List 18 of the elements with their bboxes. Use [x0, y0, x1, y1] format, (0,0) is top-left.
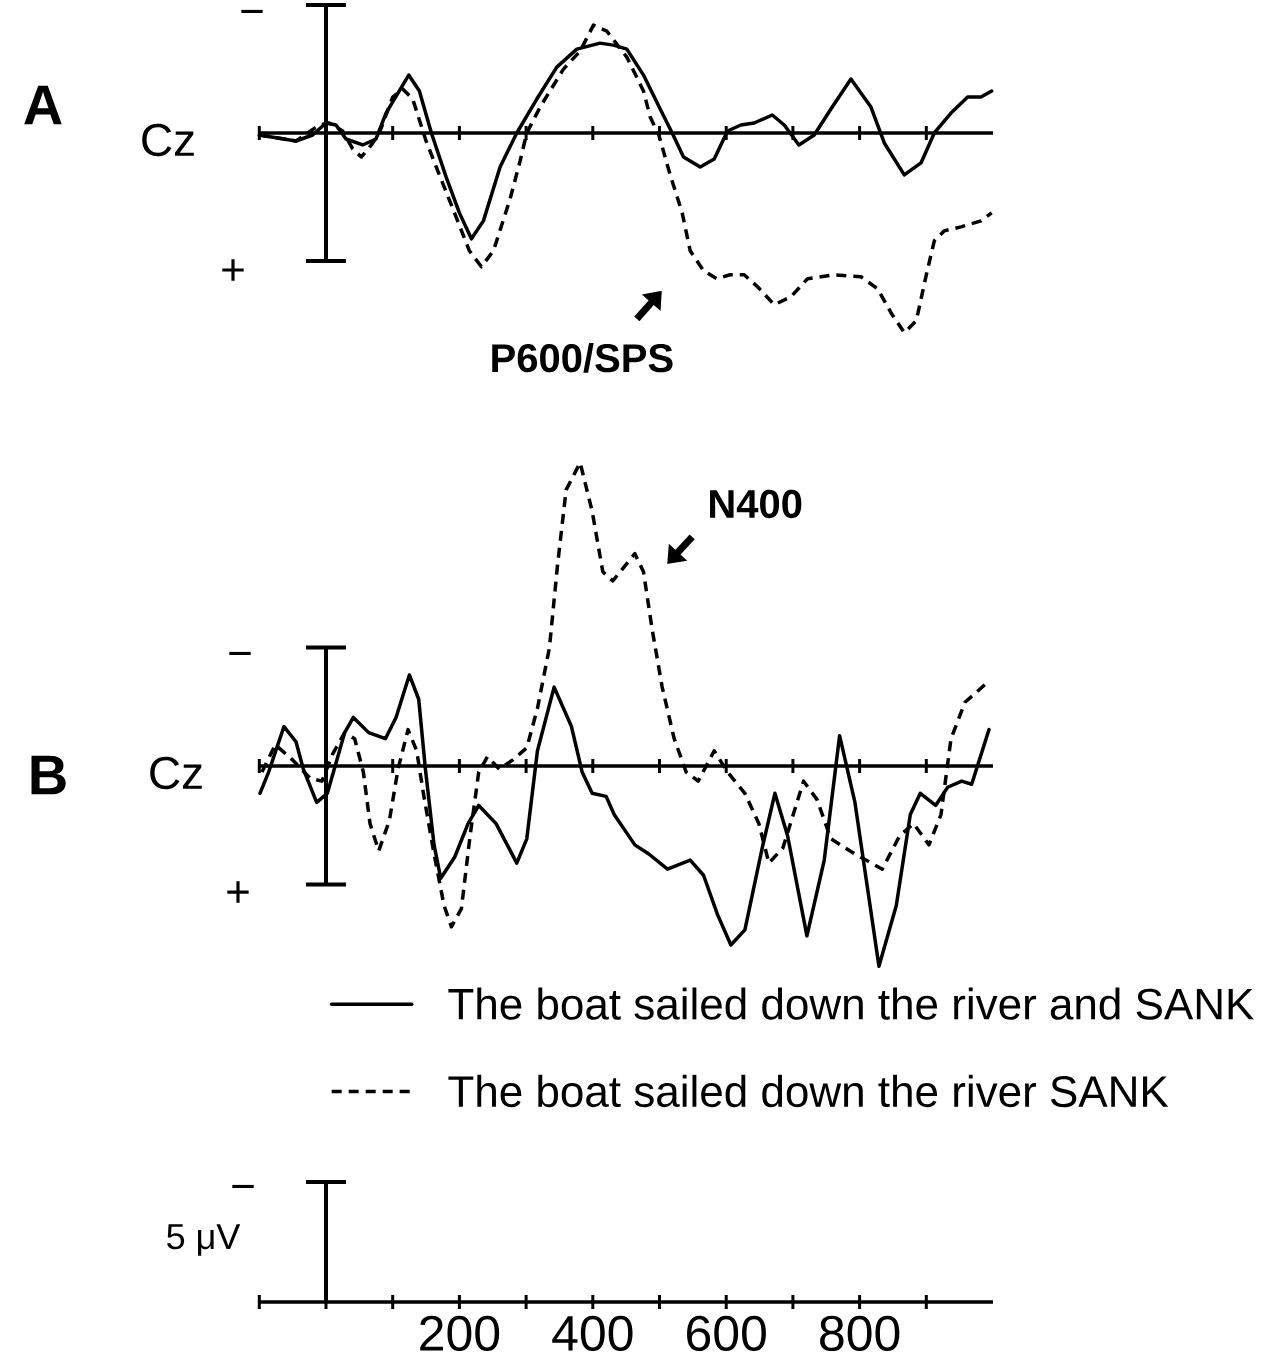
- text: A: [24, 85, 62, 125]
- y-axis-title: Cz: [150, 756, 202, 790]
- x-tick-label: 800: [820, 1315, 900, 1352]
- text: −: [241, 9, 263, 14]
- legend-label: The boat sailed down the river SANK: [448, 1074, 1169, 1108]
- annotation: N400: [710, 489, 802, 519]
- x-tick-label: 400: [552, 1315, 633, 1352]
- x-tick-label: 200: [420, 1315, 500, 1352]
- text: −: [232, 1184, 254, 1189]
- text: +: [222, 259, 244, 281]
- x-tick-label: 600: [687, 1315, 766, 1352]
- annotation: P600/SPS: [492, 342, 673, 373]
- y-axis-title: Cz: [142, 123, 194, 157]
- text: +: [227, 881, 249, 903]
- text: B: [31, 755, 66, 795]
- legend-label: The boat sailed down the river and SANK: [448, 987, 1254, 1020]
- text: −: [229, 651, 251, 656]
- text: 5 μV: [167, 1224, 241, 1256]
